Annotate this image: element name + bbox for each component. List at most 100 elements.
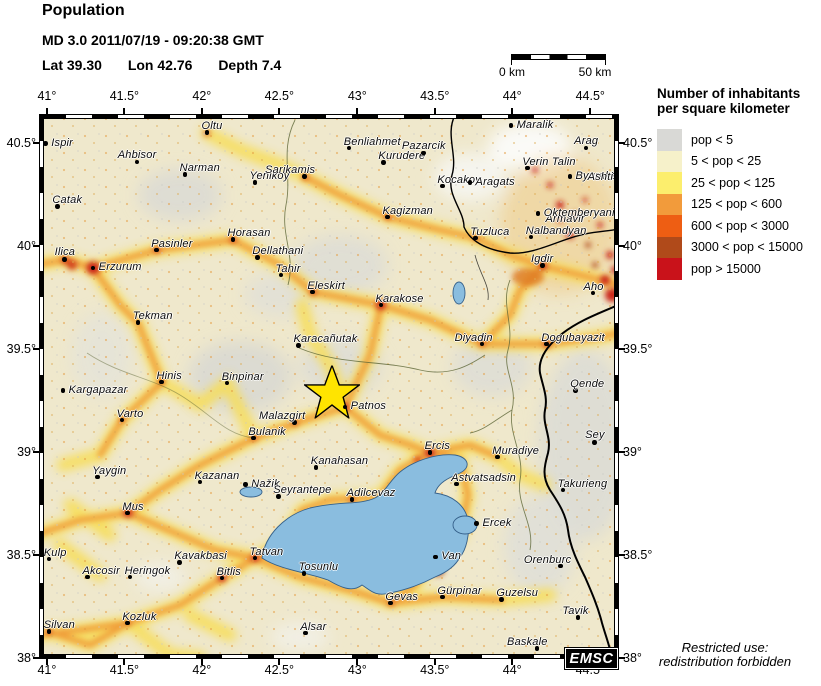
town-dot (85, 574, 90, 580)
axis-tick-label: 39.5° (6, 342, 36, 357)
town-marker: Hinis (156, 370, 182, 385)
town-marker: Ispir (43, 137, 73, 149)
town-dot (159, 379, 164, 385)
town-label: Horasan (227, 227, 271, 240)
town-dot (252, 180, 258, 185)
town-dot (278, 272, 284, 278)
town-marker: Ahbisor (118, 149, 156, 165)
axis-left: 40.5° 40° 39.5° 39° 38.5° 38° (0, 115, 38, 665)
town-dot (534, 646, 540, 651)
town-dot (385, 214, 390, 220)
axis-tick-mark (33, 244, 39, 247)
town-dot (310, 289, 315, 295)
legend-swatch (657, 258, 682, 280)
legend-swatch (657, 215, 682, 237)
town-dot (204, 130, 210, 135)
legend-swatch (657, 172, 682, 194)
town-label: Kozluk (122, 610, 157, 623)
town-dot (230, 237, 236, 242)
town-dot (583, 145, 589, 151)
map-frame-bottom (39, 654, 619, 659)
town-label: Orenburc (523, 553, 572, 566)
scale-bar: 0 km 50 km (496, 52, 626, 82)
town-marker: Kavakbasi (174, 550, 227, 565)
town-dot (303, 630, 308, 636)
town-marker: Mus (122, 501, 144, 516)
town-marker: Ercek (474, 517, 511, 529)
town-marker: Catak (52, 194, 82, 209)
town-dot (540, 263, 545, 268)
town-label: Qende (570, 378, 605, 391)
town-dot (473, 235, 478, 241)
latitude-value: Lat 39.30 (42, 57, 102, 73)
epicenter-star (303, 365, 360, 419)
town-label: Dogubayazit (541, 331, 605, 344)
town-label: Eleskirt (307, 279, 345, 292)
town-label: Ercis (424, 440, 451, 453)
town-label: Ahbisor (117, 148, 157, 161)
town-marker: Kargapazar (60, 384, 127, 396)
town-label: Aragats (475, 175, 515, 188)
town-dot (296, 343, 301, 348)
town-dot (381, 160, 386, 165)
town-dot (440, 183, 445, 189)
town-marker: Baskale (507, 636, 547, 651)
axis-tick-label: 42° (192, 663, 212, 677)
town-label: Gevas (385, 590, 419, 603)
town-marker: Pazarcik (402, 140, 445, 156)
town-layer: Ispir Oltu Ahbisor Narman Yenikoy Sarikamis Ca… (40, 115, 618, 658)
town-label: Pasinler (151, 237, 193, 250)
attribution-line1: Restricted use: (681, 640, 769, 655)
town-label: Igdir (530, 253, 554, 266)
legend-label: pop > 15000 (691, 261, 761, 276)
legend-swatch (657, 193, 682, 215)
town-marker: Muradiye (492, 445, 539, 460)
town-label: Dellathani (252, 245, 304, 258)
town-marker: Nalbandyan (526, 225, 586, 240)
town-marker: Qende (570, 378, 604, 393)
town-marker: Ercis (425, 440, 450, 455)
town-label: Karacañutak (293, 333, 358, 346)
town-marker: Benliahmet (344, 136, 401, 151)
axis-tick-label: 44° (502, 89, 522, 103)
axis-tick-label: 43.5° (420, 89, 450, 103)
axis-tick-mark (33, 451, 39, 454)
town-marker: Van (433, 550, 461, 562)
legend-title: Number of inhabitants per square kilomet… (657, 86, 801, 116)
scale-bar-stripes (512, 54, 605, 60)
axis-tick-label: 42° (192, 89, 212, 103)
town-label: Malazgirt (258, 410, 306, 423)
axis-tick-mark (619, 451, 625, 454)
legend-label: 125 < pop < 600 (691, 197, 783, 212)
town-label: Byuraka (575, 169, 618, 182)
town-label: Armavir (545, 212, 585, 225)
town-marker: Diyadin (455, 332, 492, 347)
axis-tick-mark (619, 553, 625, 556)
town-marker: Patnos (342, 400, 386, 412)
town-label: Oltu (201, 120, 223, 133)
town-label: Verin Talin (522, 155, 576, 168)
town-label: Tuzluca (470, 225, 510, 238)
town-marker: Karakose (376, 293, 423, 308)
legend-swatch (657, 150, 682, 172)
legend-label: 3000 < pop < 15000 (691, 240, 803, 255)
emsc-logo: EMSC (565, 648, 618, 669)
town-dot (43, 141, 48, 146)
town-marker: Astvatsadsin (451, 472, 516, 487)
axis-tick-label: 40° (17, 238, 36, 253)
town-marker: Orenburc (524, 554, 571, 569)
legend-entry: 5 < pop < 25 (657, 150, 821, 172)
axis-tick-label: 43° (347, 663, 367, 677)
town-label: Van (441, 550, 462, 563)
town-marker: Dogubayazit (541, 332, 605, 347)
axis-tick-label: 38.5° (6, 547, 36, 562)
map-frame-left (39, 114, 44, 659)
town-label: Ispir (51, 136, 74, 149)
town-dot (467, 180, 473, 185)
town-dot (255, 255, 260, 260)
town-dot (560, 487, 566, 493)
town-label: Sey (585, 429, 605, 442)
town-marker: Tavik (562, 605, 588, 620)
town-marker: Sey (585, 429, 604, 445)
